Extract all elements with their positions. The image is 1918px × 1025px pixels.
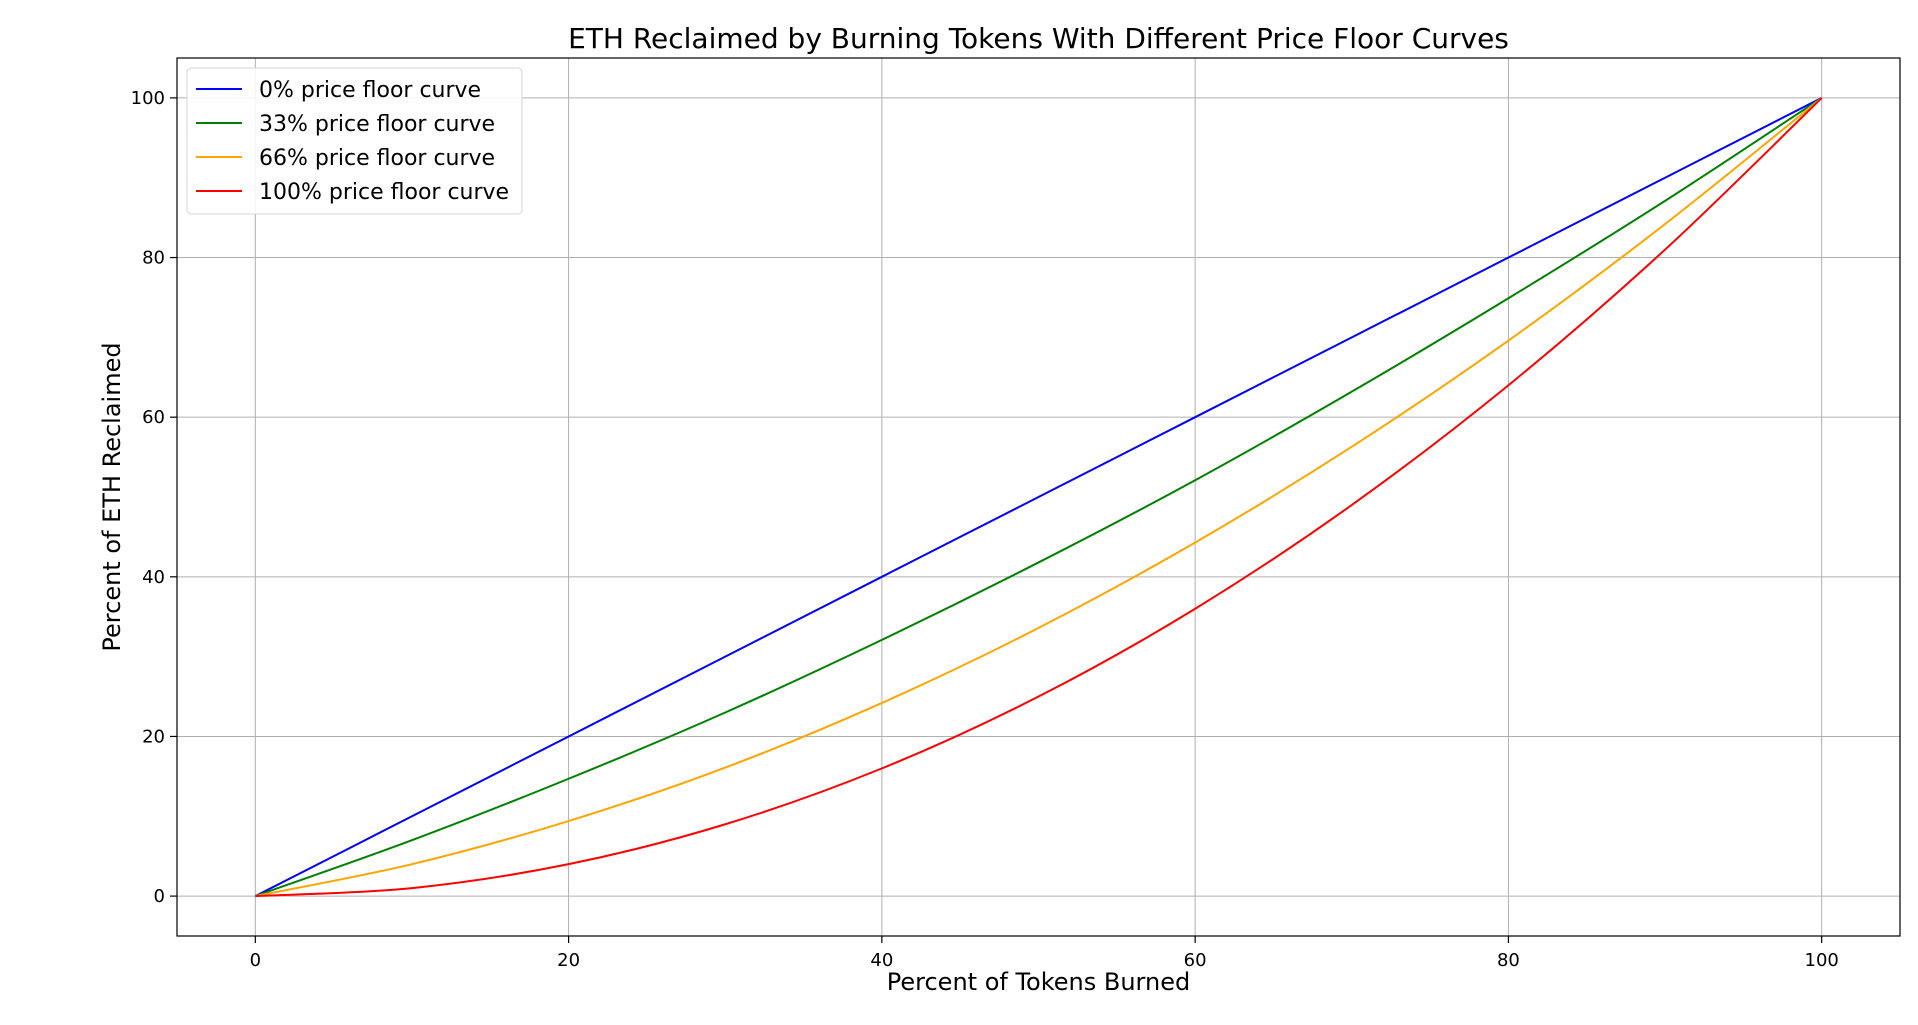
legend-label-2: 66% price floor curve bbox=[259, 146, 495, 171]
legend: 0% price floor curve 33% price floor curv… bbox=[186, 67, 523, 215]
series-line-1 bbox=[254, 97, 1823, 898]
y-axis-title: Percent of ETH Reclaimed bbox=[98, 342, 126, 651]
legend-box bbox=[186, 67, 523, 215]
y-tick-label: 60 bbox=[142, 407, 165, 428]
x-axis-title: Percent of Tokens Burned bbox=[887, 968, 1190, 996]
axis-ticks: 0 20 40 60 80 100 0 20 40 60 80 100 bbox=[131, 88, 1839, 971]
series-line-0 bbox=[254, 97, 1823, 897]
series-line-3 bbox=[255, 97, 1823, 898]
x-tick-label: 60 bbox=[1184, 950, 1207, 971]
y-tick-label: 80 bbox=[142, 248, 165, 269]
y-tick-label: 20 bbox=[142, 726, 165, 747]
x-tick-label: 100 bbox=[1805, 950, 1839, 971]
chart-title: ETH Reclaimed by Burning Tokens With Dif… bbox=[568, 22, 1509, 55]
x-tick-label: 20 bbox=[557, 950, 580, 971]
legend-label-1: 33% price floor curve bbox=[259, 112, 495, 137]
x-tick-label: 80 bbox=[1497, 950, 1520, 971]
y-tick-label: 100 bbox=[131, 88, 165, 109]
x-tick-label: 0 bbox=[250, 950, 261, 971]
x-tick-label: 40 bbox=[870, 950, 893, 971]
series-lines bbox=[254, 97, 1823, 898]
y-tick-label: 0 bbox=[154, 886, 165, 907]
legend-label-3: 100% price floor curve bbox=[259, 180, 509, 205]
y-tick-label: 40 bbox=[142, 567, 165, 588]
plot-area-frame bbox=[176, 57, 1901, 937]
series-line-2 bbox=[255, 97, 1823, 898]
legend-label-0: 0% price floor curve bbox=[259, 78, 481, 103]
